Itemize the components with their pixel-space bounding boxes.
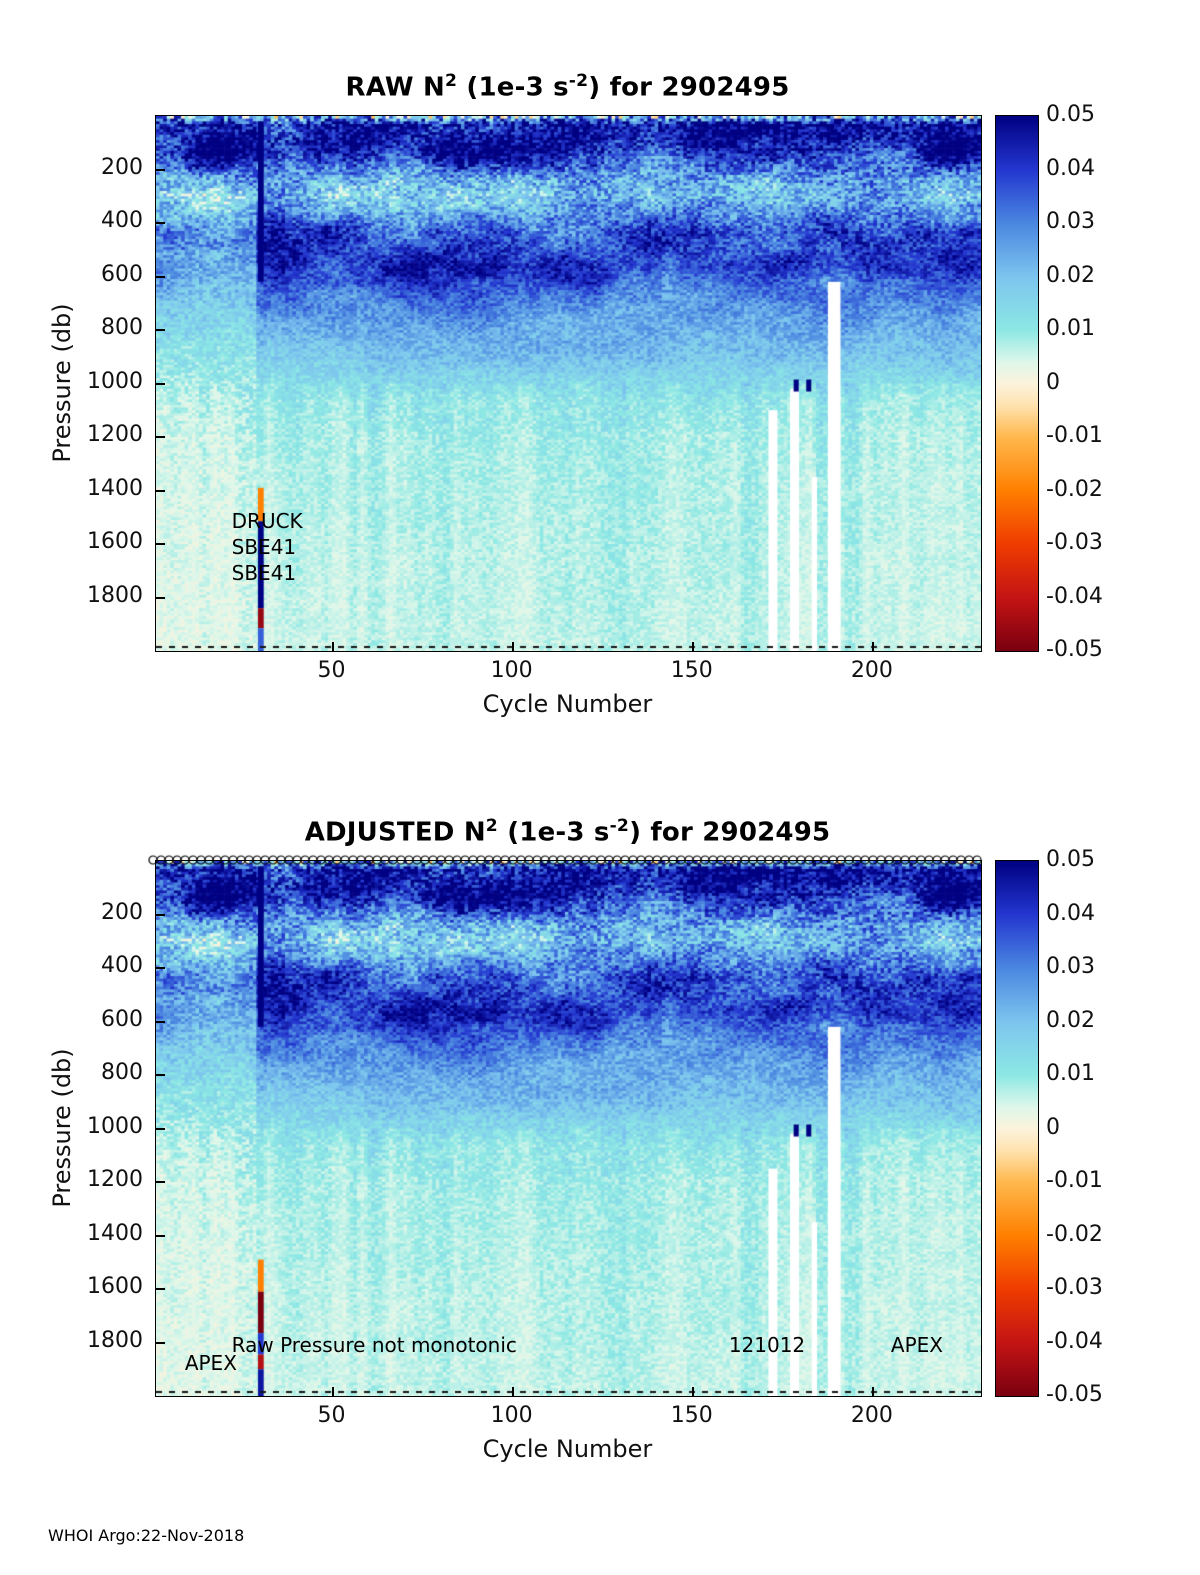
annotation-text: APEX [890, 1332, 944, 1357]
y-tick-mark [156, 222, 165, 224]
adjusted-panel-title: ADJUSTED N2 (1e-3 s-2) for 2902495 [304, 816, 831, 848]
y-tick-mark [156, 596, 165, 599]
raw-colorbar [995, 115, 1039, 652]
y-tick-label: 1000 [87, 368, 143, 394]
x-axis-label: Cycle Number [482, 690, 653, 718]
y-tick-mark [156, 489, 165, 492]
y-tick-label: 400 [101, 208, 143, 233]
y-tick-label: 1600 [87, 1274, 143, 1299]
colorbar-tick-label: 0.02 [1046, 262, 1095, 288]
colorbar-tick-label: -0.03 [1046, 1275, 1103, 1300]
colorbar-tick-label: -0.05 [1046, 1382, 1103, 1407]
x-axis-label: Cycle Number [482, 1435, 653, 1463]
x-tick-label: 150 [670, 1403, 713, 1428]
x-tick-label: 200 [850, 658, 893, 683]
x-tick-mark [691, 1387, 694, 1396]
colorbar-tick-label: 0.01 [1046, 316, 1095, 341]
x-tick-mark [511, 1387, 514, 1396]
colorbar-tick-label: -0.02 [1046, 476, 1103, 502]
annotation-text: Raw Pressure not monotonic [231, 1332, 517, 1357]
x-tick-label: 100 [490, 658, 533, 683]
colorbar-tick-label: -0.04 [1046, 1328, 1103, 1354]
adjusted-plot-overlay: APEX Raw Pressure not monotonic 121012 APEX [156, 861, 981, 1396]
y-tick-label: 200 [101, 899, 143, 925]
adjusted-heatmap-plot-area: APEX Raw Pressure not monotonic 121012 APEX [148, 853, 989, 1397]
y-tick-label: 600 [101, 1006, 143, 1032]
footer-credit: WHOI Argo:22-Nov-2018 [48, 1526, 245, 1545]
y-tick-mark [156, 1020, 165, 1023]
annotation-text: DRUCK [231, 509, 303, 534]
y-tick-mark [156, 913, 165, 916]
x-tick-label: 150 [670, 658, 713, 683]
x-tick-label: 100 [490, 1403, 533, 1428]
colorbar-tick-label: -0.04 [1046, 583, 1103, 609]
annotation-text: 121012 [728, 1332, 806, 1357]
y-tick-label: 800 [101, 315, 143, 340]
y-tick-mark [156, 1127, 165, 1130]
adjusted-colorbar [995, 860, 1039, 1397]
y-tick-mark [156, 1234, 165, 1237]
y-tick-mark [156, 1181, 165, 1183]
colorbar-tick-label: 0 [1046, 1114, 1060, 1140]
y-tick-mark [156, 436, 165, 438]
surface-marker-row [148, 853, 989, 867]
x-tick-label: 50 [317, 1403, 346, 1428]
y-tick-label: 600 [101, 261, 143, 287]
colorbar-tick-label: -0.01 [1046, 423, 1103, 448]
colorbar-tick-label: 0 [1046, 369, 1060, 395]
colorbar-tick-label: 0.03 [1046, 209, 1095, 234]
colorbar-tick-label: -0.02 [1046, 1221, 1103, 1247]
y-tick-label: 1400 [87, 475, 143, 501]
raw-heatmap-plot-area: DRUCK SBE41 SBE41 [155, 115, 982, 652]
y-tick-mark [156, 329, 165, 331]
raw-panel-title: RAW N2 (1e-3 s-2) for 2902495 [345, 71, 790, 103]
y-tick-mark [156, 275, 165, 278]
colorbar-tick-label: 0.01 [1046, 1061, 1095, 1086]
y-tick-label: 1800 [87, 582, 143, 608]
y-tick-label: 1200 [87, 422, 143, 447]
colorbar-tick-label: 0.05 [1046, 102, 1095, 127]
x-tick-mark [871, 1387, 874, 1396]
y-tick-label: 1200 [87, 1167, 143, 1192]
colorbar-tick-label: 0.04 [1046, 155, 1095, 181]
y-tick-mark [156, 1074, 165, 1076]
x-tick-mark [691, 642, 694, 651]
y-tick-label: 800 [101, 1060, 143, 1085]
y-tick-mark [156, 1341, 165, 1344]
x-tick-label: 200 [850, 1403, 893, 1428]
y-tick-mark [156, 382, 165, 385]
annotation-text: APEX [184, 1350, 237, 1375]
colorbar-tick-label: -0.03 [1046, 530, 1103, 555]
y-tick-label: 400 [101, 953, 143, 978]
adjusted-heatmap-canvas [156, 861, 981, 1396]
x-tick-mark [511, 642, 514, 651]
colorbar-tick-label: 0.03 [1046, 954, 1095, 979]
y-tick-mark [156, 543, 165, 545]
x-tick-mark [331, 642, 334, 651]
colorbar-tick-label: 0.02 [1046, 1007, 1095, 1033]
colorbar-tick-label: -0.01 [1046, 1168, 1103, 1193]
colorbar-tick-label: 0.05 [1046, 847, 1095, 872]
y-tick-label: 200 [101, 154, 143, 180]
y-tick-mark [156, 967, 165, 969]
y-tick-mark [156, 1288, 165, 1290]
y-tick-mark [156, 168, 165, 171]
raw-plot-overlay: DRUCK SBE41 SBE41 [156, 116, 981, 651]
x-tick-label: 50 [317, 658, 346, 683]
x-tick-mark [871, 642, 874, 651]
y-tick-label: 1400 [87, 1220, 143, 1246]
x-tick-mark [331, 1387, 334, 1396]
annotation-text: SBE41 [231, 535, 297, 560]
y-tick-label: 1000 [87, 1113, 143, 1139]
annotation-text: SBE41 [231, 561, 297, 586]
y-tick-label: 1600 [87, 529, 143, 554]
colorbar-tick-label: -0.05 [1046, 637, 1103, 662]
raw-heatmap-canvas [156, 116, 981, 651]
y-tick-label: 1800 [87, 1327, 143, 1353]
colorbar-tick-label: 0.04 [1046, 900, 1095, 926]
